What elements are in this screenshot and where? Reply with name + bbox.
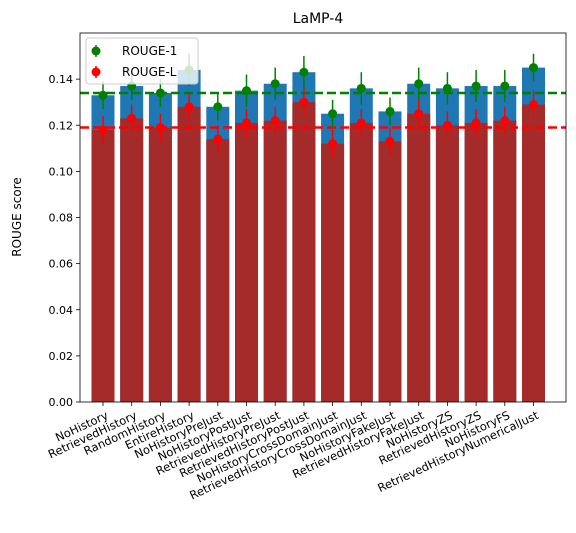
rougel-marker xyxy=(356,118,366,128)
rouge1-legend-label: ROUGE-1 xyxy=(122,44,177,58)
rouge1-marker xyxy=(299,67,309,77)
rougel-marker xyxy=(471,118,481,128)
rougel-marker xyxy=(155,123,165,133)
rougel-bar xyxy=(177,106,201,403)
rougel-bar xyxy=(91,129,115,403)
rougel-marker xyxy=(385,136,395,146)
rougel-bar xyxy=(206,139,230,402)
rougel-bars xyxy=(91,102,545,403)
rougel-marker xyxy=(184,102,194,112)
rouge1-marker xyxy=(328,109,338,119)
rougel-marker xyxy=(213,134,223,144)
rougel-legend-label: ROUGE-L xyxy=(122,65,177,79)
rouge1-marker xyxy=(270,79,280,89)
chart-title: LaMP-4 xyxy=(293,11,344,27)
y-tick-label: 0.06 xyxy=(49,258,74,271)
rougel-marker xyxy=(242,118,251,128)
y-tick-label: 0.14 xyxy=(49,73,74,86)
rouge1-marker xyxy=(98,90,108,100)
rougel-bar xyxy=(378,141,402,403)
rouge1-marker xyxy=(155,88,165,98)
rougel-bar xyxy=(407,113,431,402)
rouge1-marker xyxy=(500,81,510,91)
rougel-marker xyxy=(270,116,280,126)
y-tick-label: 0.12 xyxy=(49,119,74,132)
rougel-marker xyxy=(328,139,338,149)
rouge1-marker xyxy=(385,106,395,116)
x-axis: NoHistoryRetrievedHistoryRandomHistoryEn… xyxy=(46,402,541,502)
rougel-marker xyxy=(500,116,510,126)
rougel-marker xyxy=(529,99,538,109)
rougel-bar xyxy=(435,125,459,402)
rougel-marker xyxy=(299,97,309,107)
rougel-marker xyxy=(414,109,424,119)
rouge1-marker xyxy=(213,102,223,112)
rougel-marker xyxy=(442,120,452,130)
rougel-bar xyxy=(148,127,172,403)
legend-box xyxy=(85,37,199,85)
rougel-bar xyxy=(263,120,287,402)
rouge1-legend-marker xyxy=(91,46,101,56)
rougel-bar xyxy=(292,102,316,402)
rougel-bar xyxy=(464,122,488,402)
rougel-marker xyxy=(98,125,108,135)
rougel-legend-marker xyxy=(91,67,101,77)
y-tick-label: 0.08 xyxy=(49,212,74,225)
y-tick-label: 0.04 xyxy=(49,304,74,317)
rouge1-marker xyxy=(529,63,538,73)
rouge1-marker xyxy=(442,83,452,93)
rougel-bar xyxy=(235,122,258,402)
rougel-marker xyxy=(127,113,137,123)
rougel-bar xyxy=(522,104,545,403)
rougel-bar xyxy=(321,143,345,402)
rougel-bar xyxy=(493,120,517,402)
rouge1-marker xyxy=(242,86,251,96)
y-tick-label: 0.02 xyxy=(49,350,74,363)
y-tick-label: 0.10 xyxy=(49,165,74,178)
rouge1-marker xyxy=(414,79,424,89)
legend: ROUGE-1 ROUGE-L xyxy=(85,37,199,85)
y-axis-label: ROUGE score xyxy=(10,177,24,257)
y-tick-label: 0.00 xyxy=(49,396,74,409)
rougel-bar xyxy=(349,122,373,402)
rouge1-marker xyxy=(356,83,366,93)
rougel-bar xyxy=(120,118,144,403)
rouge1-marker xyxy=(471,81,481,91)
y-axis: 0.00 0.02 0.04 0.06 0.08 0.10 0.12 0.14 xyxy=(49,73,80,409)
